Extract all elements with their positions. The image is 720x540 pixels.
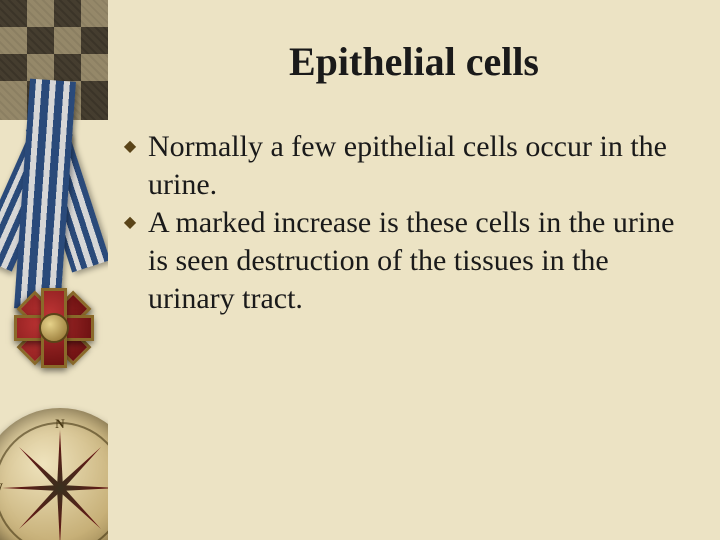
compass-n: N: [55, 416, 64, 432]
decor-compass: N W E S: [0, 408, 108, 540]
bullet-text: A marked increase is these cells in the …: [148, 204, 700, 318]
decor-medal: [6, 280, 102, 376]
slide-title: Epithelial cells: [108, 38, 720, 85]
compass-w: W: [0, 480, 3, 496]
bullet-icon: ◆: [112, 204, 148, 242]
slide-body: ◆Normally a few epithelial cells occur i…: [112, 128, 700, 318]
bullet-item: ◆A marked increase is these cells in the…: [112, 204, 700, 318]
bullet-item: ◆Normally a few epithelial cells occur i…: [112, 128, 700, 204]
decor-left-strip: N W E S: [0, 0, 108, 540]
bullet-text: Normally a few epithelial cells occur in…: [148, 128, 700, 204]
slide: N W E S Epithelial cells ◆Normally a few…: [0, 0, 720, 540]
bullet-icon: ◆: [112, 128, 148, 166]
slide-content: Epithelial cells ◆Normally a few epithel…: [108, 0, 720, 540]
